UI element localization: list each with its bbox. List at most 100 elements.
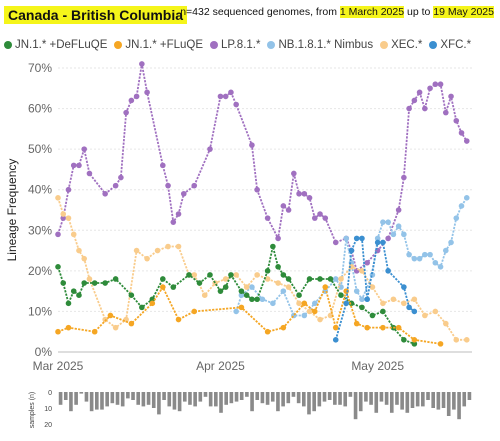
data-point: [60, 215, 67, 221]
data-point: [170, 219, 177, 225]
legend-marker: [114, 41, 123, 49]
x-tick-label: May 2025: [351, 359, 404, 373]
data-point: [395, 207, 402, 213]
data-point: [353, 288, 360, 294]
y-tick-label: 30%: [28, 223, 52, 237]
data-point: [86, 170, 93, 177]
data-point: [60, 211, 67, 217]
data-point: [296, 292, 302, 299]
data-point: [285, 276, 292, 282]
data-point: [317, 316, 323, 323]
data-point: [301, 300, 308, 307]
y-tick-label: 10%: [28, 304, 52, 318]
samples-bar: [120, 392, 125, 407]
data-point: [238, 288, 245, 294]
data-point: [437, 264, 444, 270]
data-point: [380, 219, 386, 225]
x-tick-label: Apr 2025: [196, 359, 245, 373]
samples-bar: [312, 392, 316, 412]
data-point: [107, 312, 114, 319]
samples-bar: [296, 392, 301, 404]
samples-bar: [208, 392, 213, 407]
data-point: [338, 292, 344, 299]
samples-bar: [63, 392, 68, 400]
samples-bar: [410, 392, 415, 408]
data-point: [254, 296, 260, 303]
subtitle-end-date: 19 May 2025: [433, 6, 494, 18]
data-point: [65, 300, 72, 307]
data-point: [332, 239, 339, 246]
data-point: [359, 304, 365, 311]
legend-item-jn1-fluqe[interactable]: JN.1.* +FLuQE: [114, 39, 203, 51]
data-point: [180, 190, 187, 197]
data-point: [165, 243, 171, 250]
legend-marker: [210, 41, 219, 49]
data-point: [175, 211, 182, 217]
data-point: [280, 203, 287, 209]
data-point: [311, 215, 318, 221]
data-point: [385, 268, 391, 274]
samples-bar: [141, 392, 146, 407]
samples-bar: [84, 392, 89, 402]
samples-bar: [177, 392, 182, 412]
data-point: [401, 337, 407, 343]
y-tick-label: 50%: [28, 142, 52, 156]
data-point: [217, 93, 224, 100]
data-point: [432, 308, 439, 315]
legend-item-jn1-defluqe[interactable]: JN.1.* +DeFLuQE: [4, 39, 107, 51]
data-point: [458, 203, 465, 209]
data-point: [401, 284, 407, 290]
data-point: [270, 243, 276, 250]
series-jn-1-fluqe: [55, 284, 444, 347]
data-point: [301, 312, 308, 319]
legend-item-xec[interactable]: XEC.*: [380, 39, 422, 51]
data-point: [442, 320, 449, 327]
samples-bar: [245, 392, 249, 397]
data-point: [359, 268, 365, 274]
samples-bar: [188, 392, 192, 405]
data-point: [427, 251, 433, 258]
data-point: [343, 288, 350, 294]
data-point: [123, 109, 129, 116]
legend-item-nb181-nimbus[interactable]: NB.1.8.1.* Nimbus: [267, 39, 373, 51]
data-point: [238, 304, 245, 311]
data-point: [380, 308, 386, 315]
data-point: [249, 284, 255, 290]
data-point: [463, 337, 470, 343]
series-lp-8-1-: [55, 61, 470, 274]
data-point: [102, 316, 108, 323]
samples-bar: [115, 392, 120, 405]
data-point: [76, 292, 82, 299]
data-point: [390, 231, 397, 238]
samples-bar: [374, 392, 379, 413]
data-point: [411, 341, 418, 347]
legend-marker: [380, 41, 389, 49]
data-point: [422, 105, 428, 112]
data-point: [364, 324, 370, 331]
samples-bar: [353, 392, 358, 420]
data-point: [380, 324, 386, 331]
samples-bar: [193, 392, 197, 407]
samples-bar: [95, 392, 99, 410]
samples-bar: [219, 392, 223, 413]
data-point: [102, 190, 108, 197]
data-point: [327, 312, 334, 319]
data-point: [401, 300, 407, 307]
legend-item-lp81[interactable]: LP.8.1.*: [210, 39, 260, 51]
samples-bar: [322, 392, 327, 402]
data-point: [411, 97, 418, 104]
data-point: [406, 251, 412, 258]
data-point: [453, 215, 460, 221]
data-point: [128, 292, 135, 299]
data-point: [390, 296, 397, 303]
samples-tick-label: 0: [48, 390, 52, 397]
data-point: [254, 186, 260, 193]
series-layer: [55, 61, 470, 347]
legend-marker: [4, 41, 12, 49]
legend-item-xfc[interactable]: XFC.*: [429, 39, 471, 51]
samples-bar: [105, 392, 109, 407]
data-point: [416, 255, 423, 262]
data-point: [359, 296, 365, 303]
data-point: [70, 288, 77, 294]
